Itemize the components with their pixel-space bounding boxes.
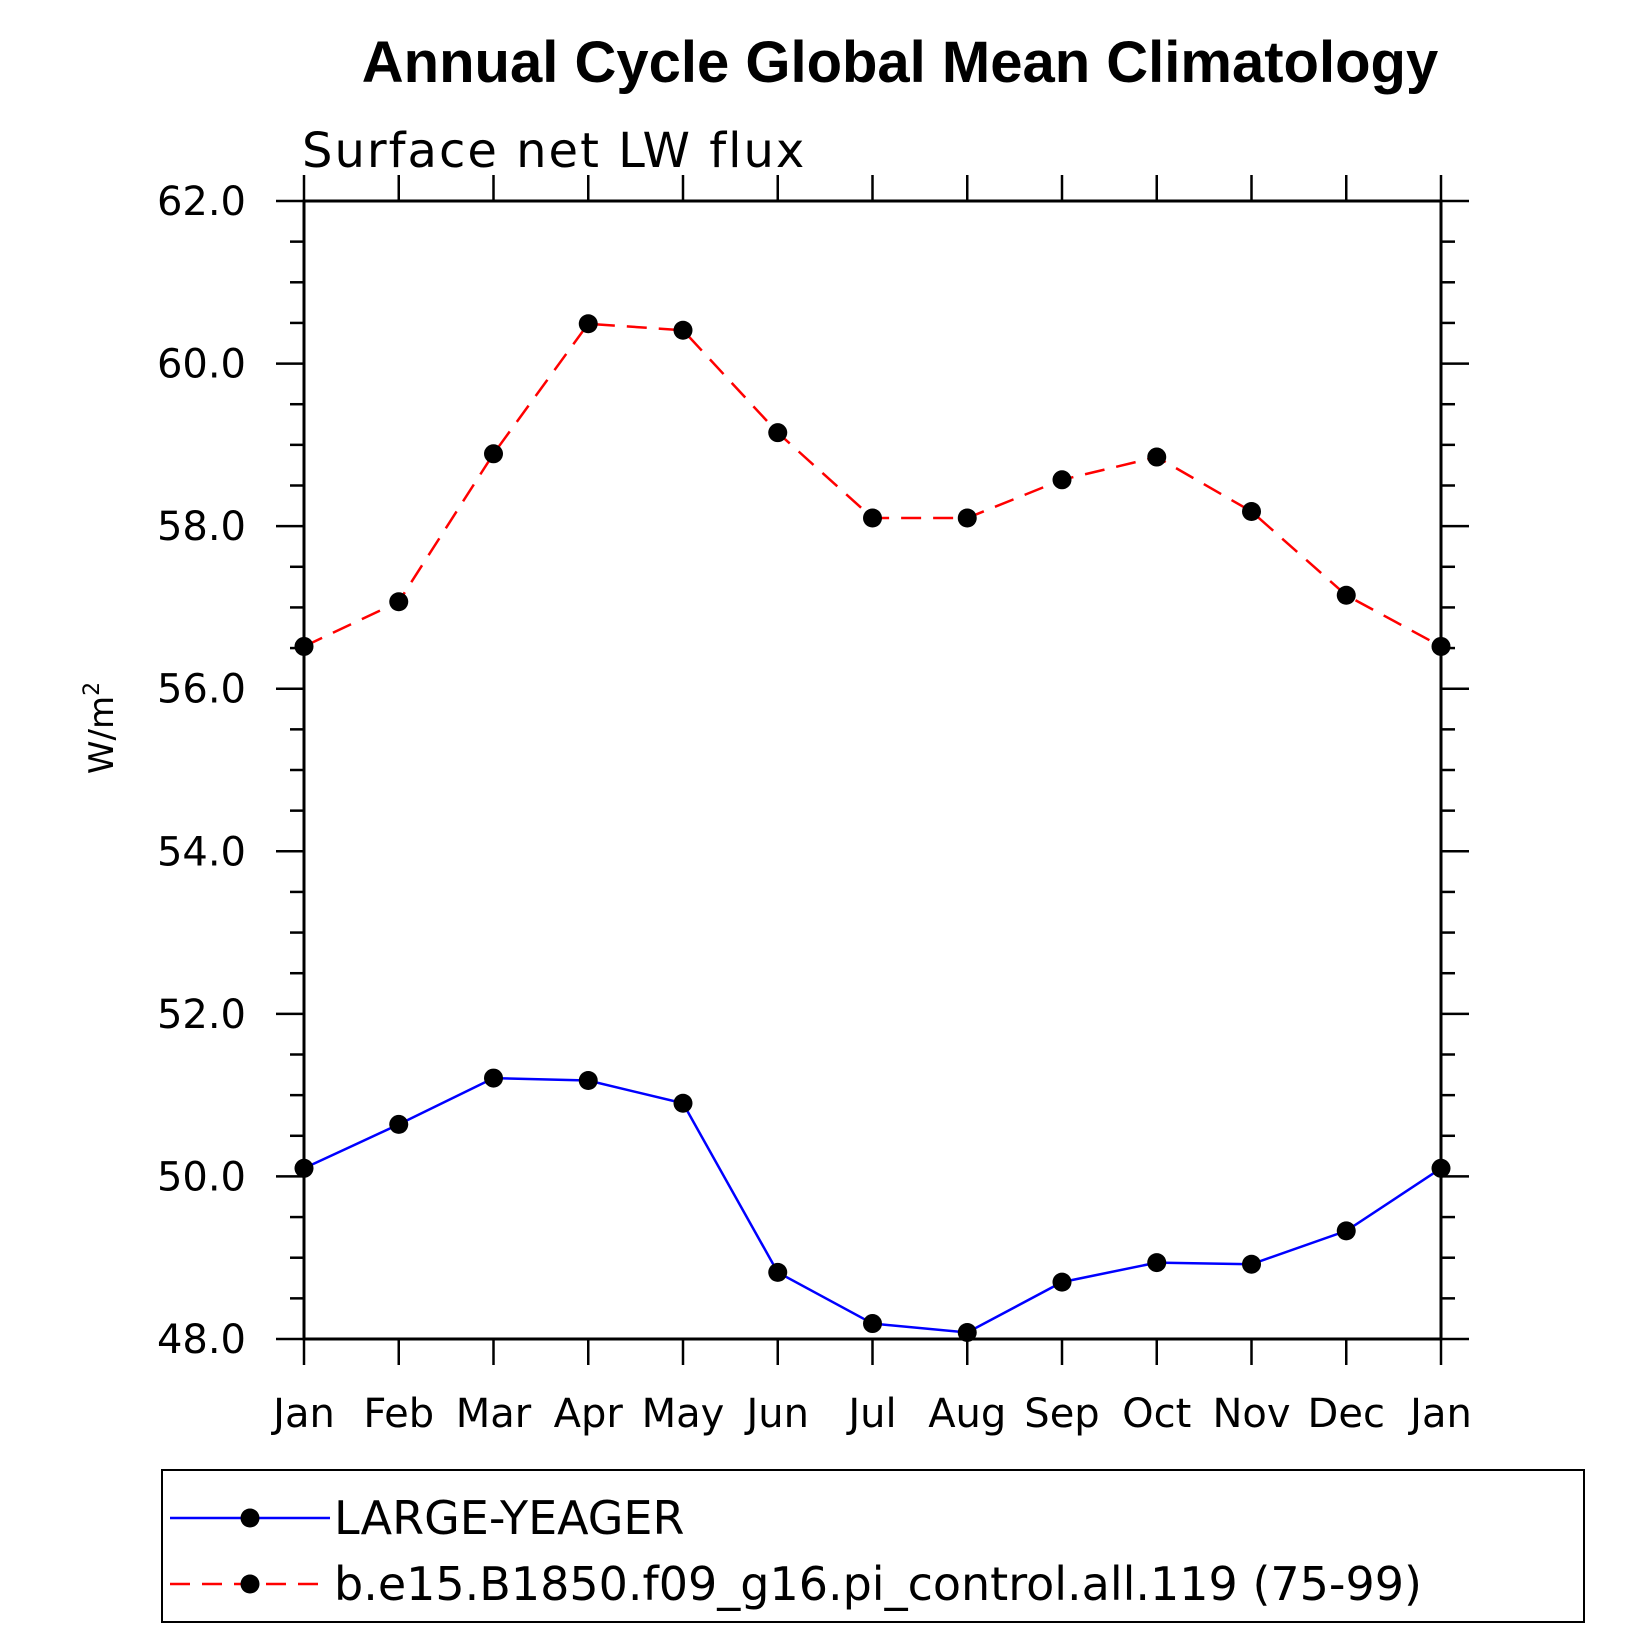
series-2-point [1147, 447, 1167, 467]
y-tick-label: 54.0 [157, 829, 246, 875]
x-tick-label: Nov [1212, 1391, 1290, 1437]
legend-label-2: b.e15.B1850.f09_g16.pi_control.all.119 (… [334, 1557, 1422, 1611]
legend-label-1: LARGE-YEAGER [334, 1491, 684, 1545]
series-2-point [768, 423, 788, 443]
series-1-point [1147, 1253, 1167, 1273]
x-tick-label: May [642, 1391, 725, 1437]
series-2-point [957, 508, 977, 528]
x-tick-label: Oct [1122, 1391, 1191, 1437]
chart-title: Annual Cycle Global Mean Climatology [362, 30, 1438, 95]
legend: LARGE-YEAGER b.e15.B1850.f09_g16.pi_contr… [170, 1491, 1422, 1611]
plot-frame [302, 199, 1443, 1341]
series-2-point [578, 314, 598, 334]
series-1-point [484, 1068, 503, 1088]
series-1-point [768, 1262, 788, 1282]
x-tick-label: Feb [363, 1391, 434, 1437]
legend-marker-1 [240, 1508, 260, 1528]
series-line-1 [303, 1076, 1442, 1334]
axis-ticks [276, 175, 1469, 1365]
series-1-point [578, 1071, 598, 1091]
series-2-point [673, 320, 693, 340]
y-axis-label-text: W/m2 [80, 682, 122, 774]
series-2-point [484, 444, 503, 464]
y-tick-label: 60.0 [157, 342, 246, 388]
series-1-point [1431, 1158, 1451, 1178]
x-tick-label: Dec [1308, 1391, 1385, 1437]
series-2-point [1336, 585, 1356, 605]
x-tick-label: Apr [554, 1391, 624, 1437]
series-2-point [1242, 502, 1261, 522]
y-axis-label-superscript: 2 [80, 682, 105, 696]
x-tick-label: Aug [928, 1391, 1006, 1437]
x-tick-label: Mar [456, 1391, 532, 1437]
series-1-point [673, 1093, 693, 1113]
series-2-point [1052, 470, 1072, 490]
y-tick-label: 56.0 [157, 667, 246, 713]
series-1-point [294, 1158, 314, 1178]
series-2-point [1431, 636, 1451, 656]
x-tick-label: Sep [1024, 1391, 1099, 1437]
series-1-point [1052, 1272, 1072, 1292]
y-axis-label: W/m2 [80, 682, 122, 774]
series-2-point [389, 592, 409, 612]
series-layer [294, 314, 1451, 1342]
legend-marker-2 [240, 1574, 260, 1594]
x-tick-label: Jan [1407, 1391, 1472, 1437]
x-tick-label: Jan [270, 1391, 335, 1437]
series-2-point [863, 508, 882, 528]
series-line-2 [303, 322, 1442, 648]
x-tick-label: Jun [744, 1391, 810, 1437]
y-tick-label: 62.0 [157, 179, 246, 225]
series-1-point [1336, 1221, 1356, 1241]
y-tick-label: 50.0 [157, 1154, 246, 1200]
series-1-point [863, 1314, 882, 1334]
y-tick-label: 58.0 [157, 504, 246, 550]
series-2-point [294, 636, 314, 656]
series-1-point [389, 1114, 409, 1134]
y-axis-label-main: W/m [82, 696, 122, 774]
y-tick-label: 48.0 [157, 1317, 246, 1363]
series-1-point [957, 1322, 977, 1342]
x-tick-labels: Jan Feb Mar Apr May Jun Jul Aug Sep Oct Nov Dec Jan [270, 1391, 1472, 1437]
x-tick-label: Jul [845, 1391, 896, 1437]
legend-box [161, 1469, 1585, 1623]
chart-subtitle: Surface net LW flux [302, 123, 806, 179]
y-tick-label: 52.0 [157, 992, 246, 1038]
y-tick-labels: 62.0 60.0 58.0 56.0 54.0 52.0 50.0 48.0 [157, 179, 246, 1363]
series-1-point [1242, 1254, 1261, 1274]
